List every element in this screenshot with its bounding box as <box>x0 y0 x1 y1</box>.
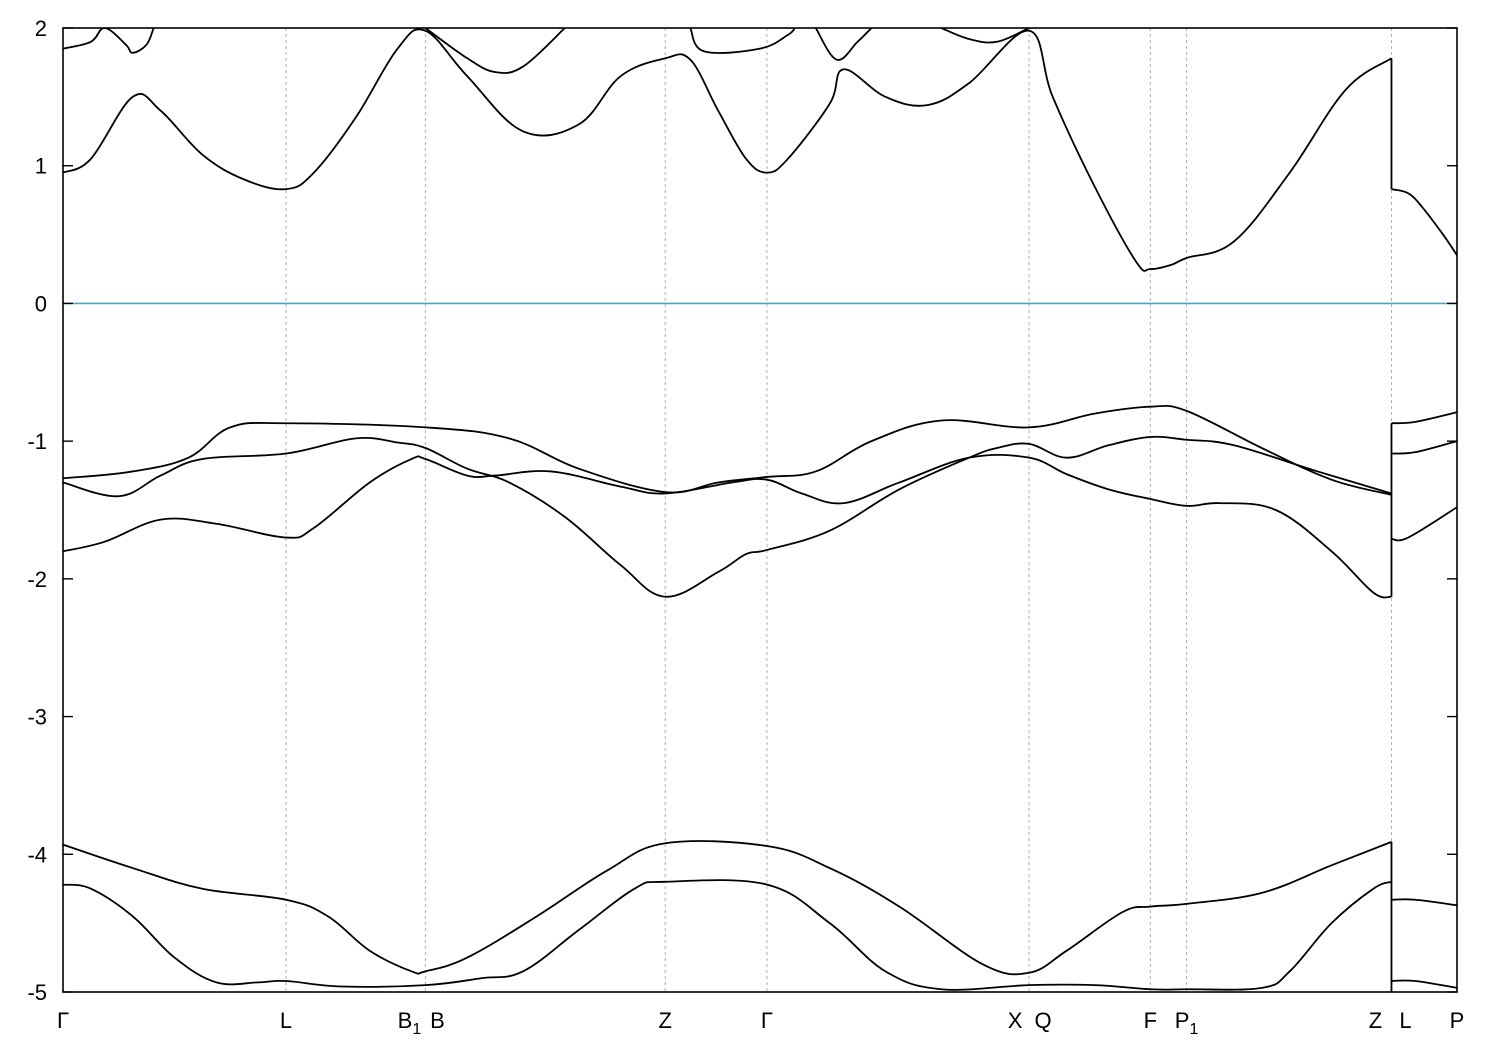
kpoint-label: B1 <box>398 1008 422 1038</box>
y-tick-label: 1 <box>35 154 47 179</box>
x-axis-kpoint-labels: Γ L B1 B Z Γ X Q F P1 Z L P <box>57 1008 1464 1038</box>
kpoint-label: X <box>1008 1008 1023 1033</box>
band-line-14 <box>1391 506 1457 542</box>
band-line-9 <box>689 28 796 54</box>
kpoint-label-subscript: 1 <box>1189 1021 1198 1038</box>
y-tick-label: -3 <box>27 705 47 730</box>
band-line-11 <box>940 28 1030 44</box>
y-tick-label: 2 <box>35 16 47 41</box>
kpoint-label: Γ <box>761 1008 773 1033</box>
kpoint-grid-lines <box>285 28 1392 992</box>
y-tick-label: -2 <box>27 567 47 592</box>
plot-border <box>62 27 1458 993</box>
kpoint-label: Z <box>1369 1008 1382 1033</box>
band-line-12 <box>1391 411 1457 425</box>
band-line-13 <box>1391 440 1457 455</box>
kpoint-label: Q <box>1034 1008 1051 1033</box>
plot-frame <box>62 27 1458 993</box>
band-line-10 <box>814 28 873 61</box>
band-line-2 <box>63 840 1392 976</box>
kpoint-label: B <box>430 1008 445 1033</box>
y-tick-label: -1 <box>27 429 47 454</box>
band-line-4 <box>63 435 1392 598</box>
y-tick-label: 0 <box>35 291 47 316</box>
kpoint-label: L <box>280 1008 292 1033</box>
y-tick-label: -5 <box>27 980 47 1005</box>
band-line-15 <box>1391 898 1457 907</box>
kpoint-label: P1 <box>1175 1008 1199 1038</box>
band-line-8 <box>424 28 566 74</box>
kpoint-label: P <box>1450 1008 1465 1033</box>
kpoint-label: Z <box>658 1008 671 1033</box>
band-line-3 <box>63 453 1392 599</box>
band-line-16 <box>1391 979 1457 989</box>
band-line-1 <box>63 879 1392 991</box>
band-line-6 <box>63 28 1392 272</box>
y-axis-ticks: -5 -4 -3 -2 -1 0 1 2 <box>27 16 1457 1005</box>
band-line-17 <box>1391 188 1457 256</box>
kpoint-label-subscript: 1 <box>412 1021 421 1038</box>
y-tick-label: -4 <box>27 842 47 867</box>
band-lines <box>63 28 1457 992</box>
kpoint-label: Γ <box>57 1008 69 1033</box>
kpoint-label: F <box>1144 1008 1157 1033</box>
band-line-7 <box>63 28 155 54</box>
kpoint-label: L <box>1399 1008 1411 1033</box>
band-line-5 <box>63 404 1392 496</box>
